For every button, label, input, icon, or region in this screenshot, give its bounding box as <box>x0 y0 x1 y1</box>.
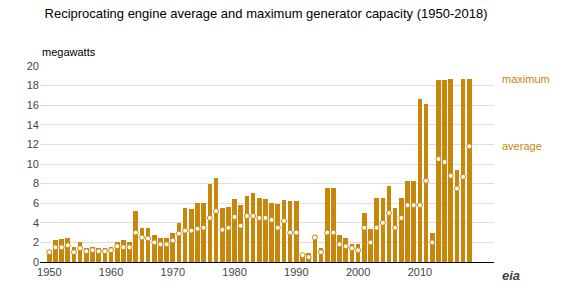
svg-text:average: average <box>502 140 542 152</box>
svg-text:12: 12 <box>27 138 39 150</box>
svg-text:1980: 1980 <box>222 266 246 278</box>
svg-text:1950: 1950 <box>37 266 61 278</box>
svg-text:maximum: maximum <box>502 73 550 85</box>
svg-text:20: 20 <box>27 60 39 72</box>
svg-text:Reciprocating engine average a: Reciprocating engine average and maximum… <box>45 6 488 21</box>
svg-text:2: 2 <box>33 236 39 248</box>
svg-text:14: 14 <box>27 119 39 131</box>
svg-text:1990: 1990 <box>284 266 308 278</box>
svg-text:10: 10 <box>27 158 39 170</box>
svg-text:1970: 1970 <box>161 266 185 278</box>
svg-text:18: 18 <box>27 79 39 91</box>
svg-text:16: 16 <box>27 99 39 111</box>
svg-text:4: 4 <box>33 217 39 229</box>
svg-text:2010: 2010 <box>408 266 432 278</box>
svg-text:0: 0 <box>33 256 39 268</box>
svg-text:1960: 1960 <box>99 266 123 278</box>
svg-text:2000: 2000 <box>346 266 370 278</box>
svg-text:eia: eia <box>502 268 520 283</box>
svg-text:8: 8 <box>33 177 39 189</box>
svg-text:6: 6 <box>33 197 39 209</box>
svg-text:megawatts: megawatts <box>42 46 96 58</box>
